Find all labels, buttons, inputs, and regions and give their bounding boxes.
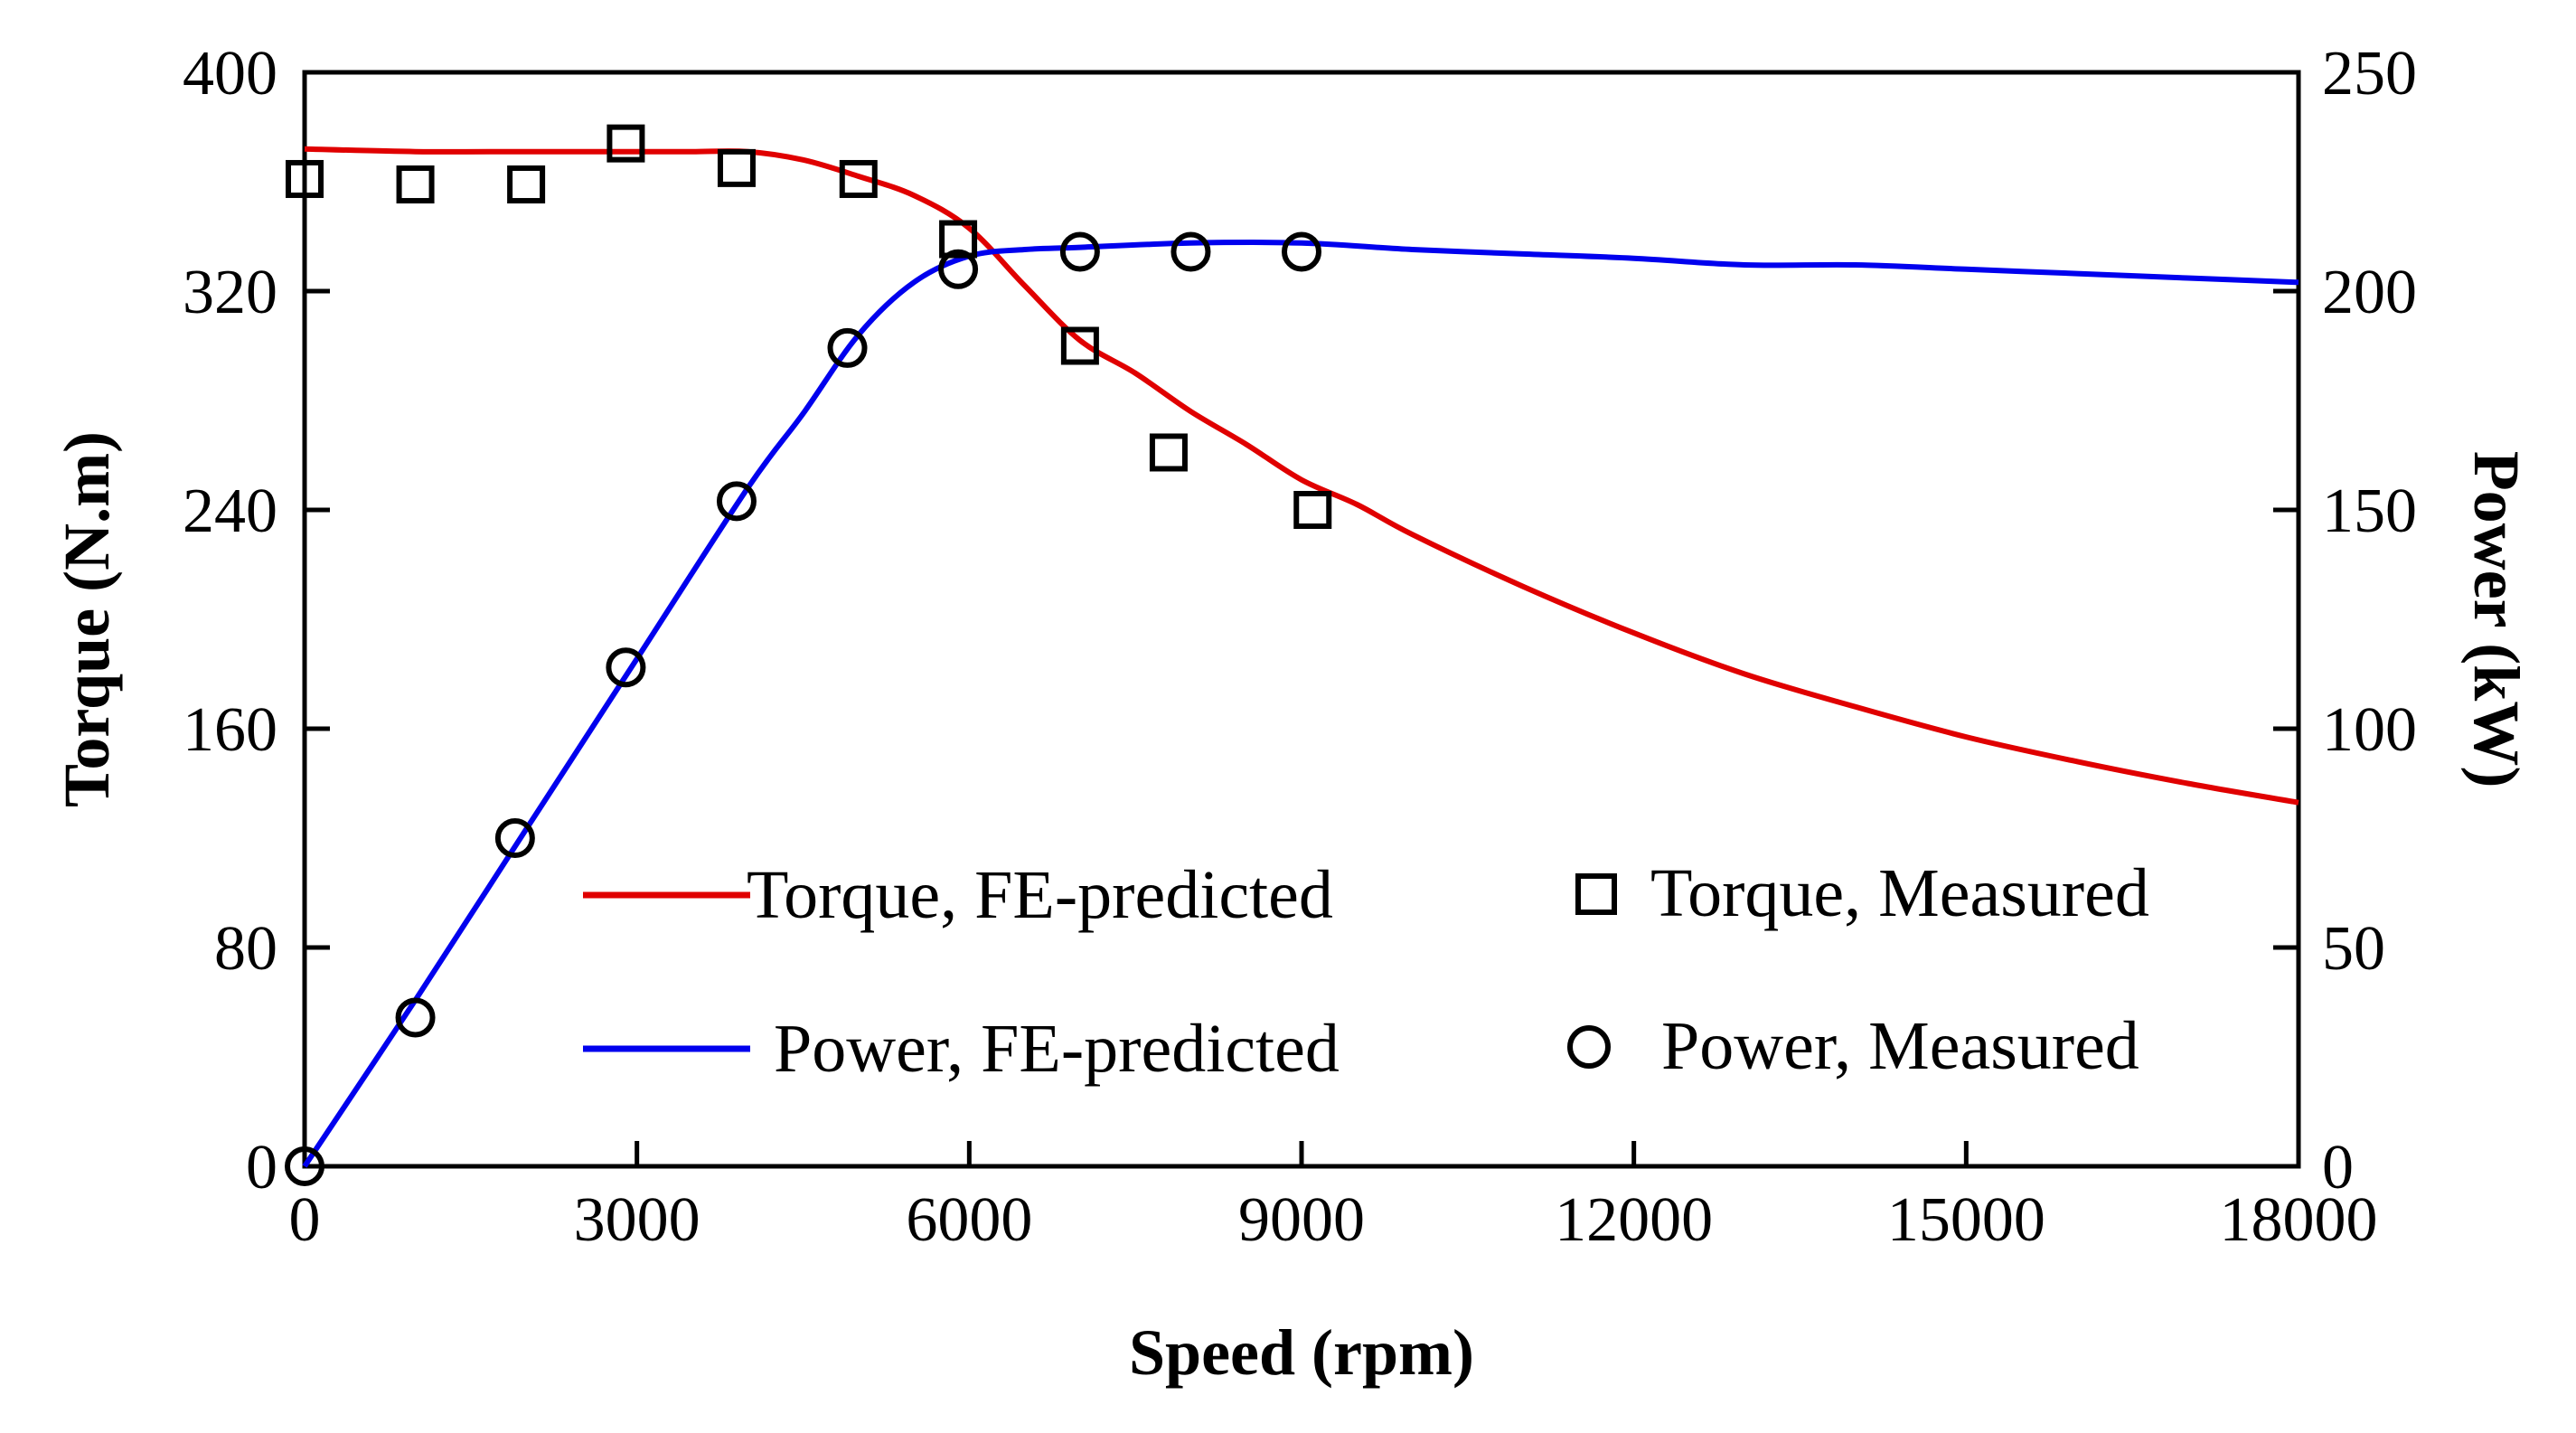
legend-torque-measured-label: Torque, Measured (1650, 855, 2149, 931)
y-right-tick-label: 100 (2322, 695, 2417, 765)
y-left-tick-label: 80 (214, 914, 277, 984)
series-layer (285, 124, 2299, 1186)
x-tick-label: 15000 (1887, 1185, 2045, 1255)
x-axis-title: Speed (rpm) (1129, 1316, 1474, 1389)
power-measured-point (285, 1146, 324, 1186)
legend-torque-fe-label: Torque, FE-predicted (747, 857, 1333, 933)
y-left-tick-label: 160 (183, 695, 277, 765)
x-tick-label: 6000 (906, 1185, 1032, 1255)
torque-measured-point (1060, 326, 1099, 365)
x-tick-label: 3000 (574, 1185, 700, 1255)
y-right-axis-title: Power (kW) (2460, 451, 2533, 788)
legend-power-measured-marker (1567, 1025, 1611, 1069)
torque-measured-point (286, 159, 324, 198)
torque-measured-point (1149, 433, 1188, 472)
torque-measured-point (507, 165, 546, 204)
series-line-power-fe-predicted (302, 240, 2299, 1168)
torque-measured-point (939, 220, 978, 259)
y-left-tick-label: 240 (183, 476, 277, 546)
y-right-tick-label: 250 (2322, 39, 2417, 108)
legend-power-measured-label: Power, Measured (1661, 1008, 2139, 1084)
power-measured-point (938, 249, 979, 289)
power-measured-point (395, 997, 436, 1038)
legend-torque-measured-marker (1575, 873, 1617, 915)
x-tick-label: 9000 (1238, 1185, 1365, 1255)
y-left-tick-label: 320 (183, 258, 277, 327)
y-left-tick-label: 0 (246, 1133, 277, 1202)
legend-power-fe-label: Power, FE-predicted (774, 1011, 1340, 1087)
ticks-layer: 0 3000 6000 9000 12000 15000 18000080160240320… (183, 39, 2417, 1255)
y-right-tick-label: 200 (2322, 258, 2417, 327)
power-measured-point (1170, 231, 1211, 272)
y-right-tick-label: 0 (2322, 1133, 2354, 1202)
torque-measured-point (606, 124, 645, 163)
y-right-tick-label: 150 (2322, 476, 2417, 546)
torque-measured-point (1293, 491, 1332, 529)
series-line-torque-fe-predicted (304, 146, 2299, 806)
x-tick-label: 12000 (1555, 1185, 1713, 1255)
y-left-tick-label: 400 (183, 39, 277, 108)
torque-measured-point (717, 148, 756, 187)
x-tick-label: 18000 (2220, 1185, 2378, 1255)
y-right-tick-label: 50 (2322, 914, 2385, 984)
x-tick-label: 0 (289, 1185, 321, 1255)
legend: Torque, FE-predicted Power, FE-predicted… (583, 855, 2149, 1087)
power-measured-point (1282, 231, 1321, 272)
power-measured-point (1059, 231, 1100, 272)
torque-measured-point (396, 165, 435, 204)
power-measured-point (716, 481, 757, 522)
y-left-axis-title: Torque (N.m) (51, 431, 123, 807)
torque-measured-point (839, 159, 878, 198)
power-measured-point (494, 818, 535, 858)
power-measured-point (827, 327, 868, 368)
power-measured-point (606, 647, 646, 688)
